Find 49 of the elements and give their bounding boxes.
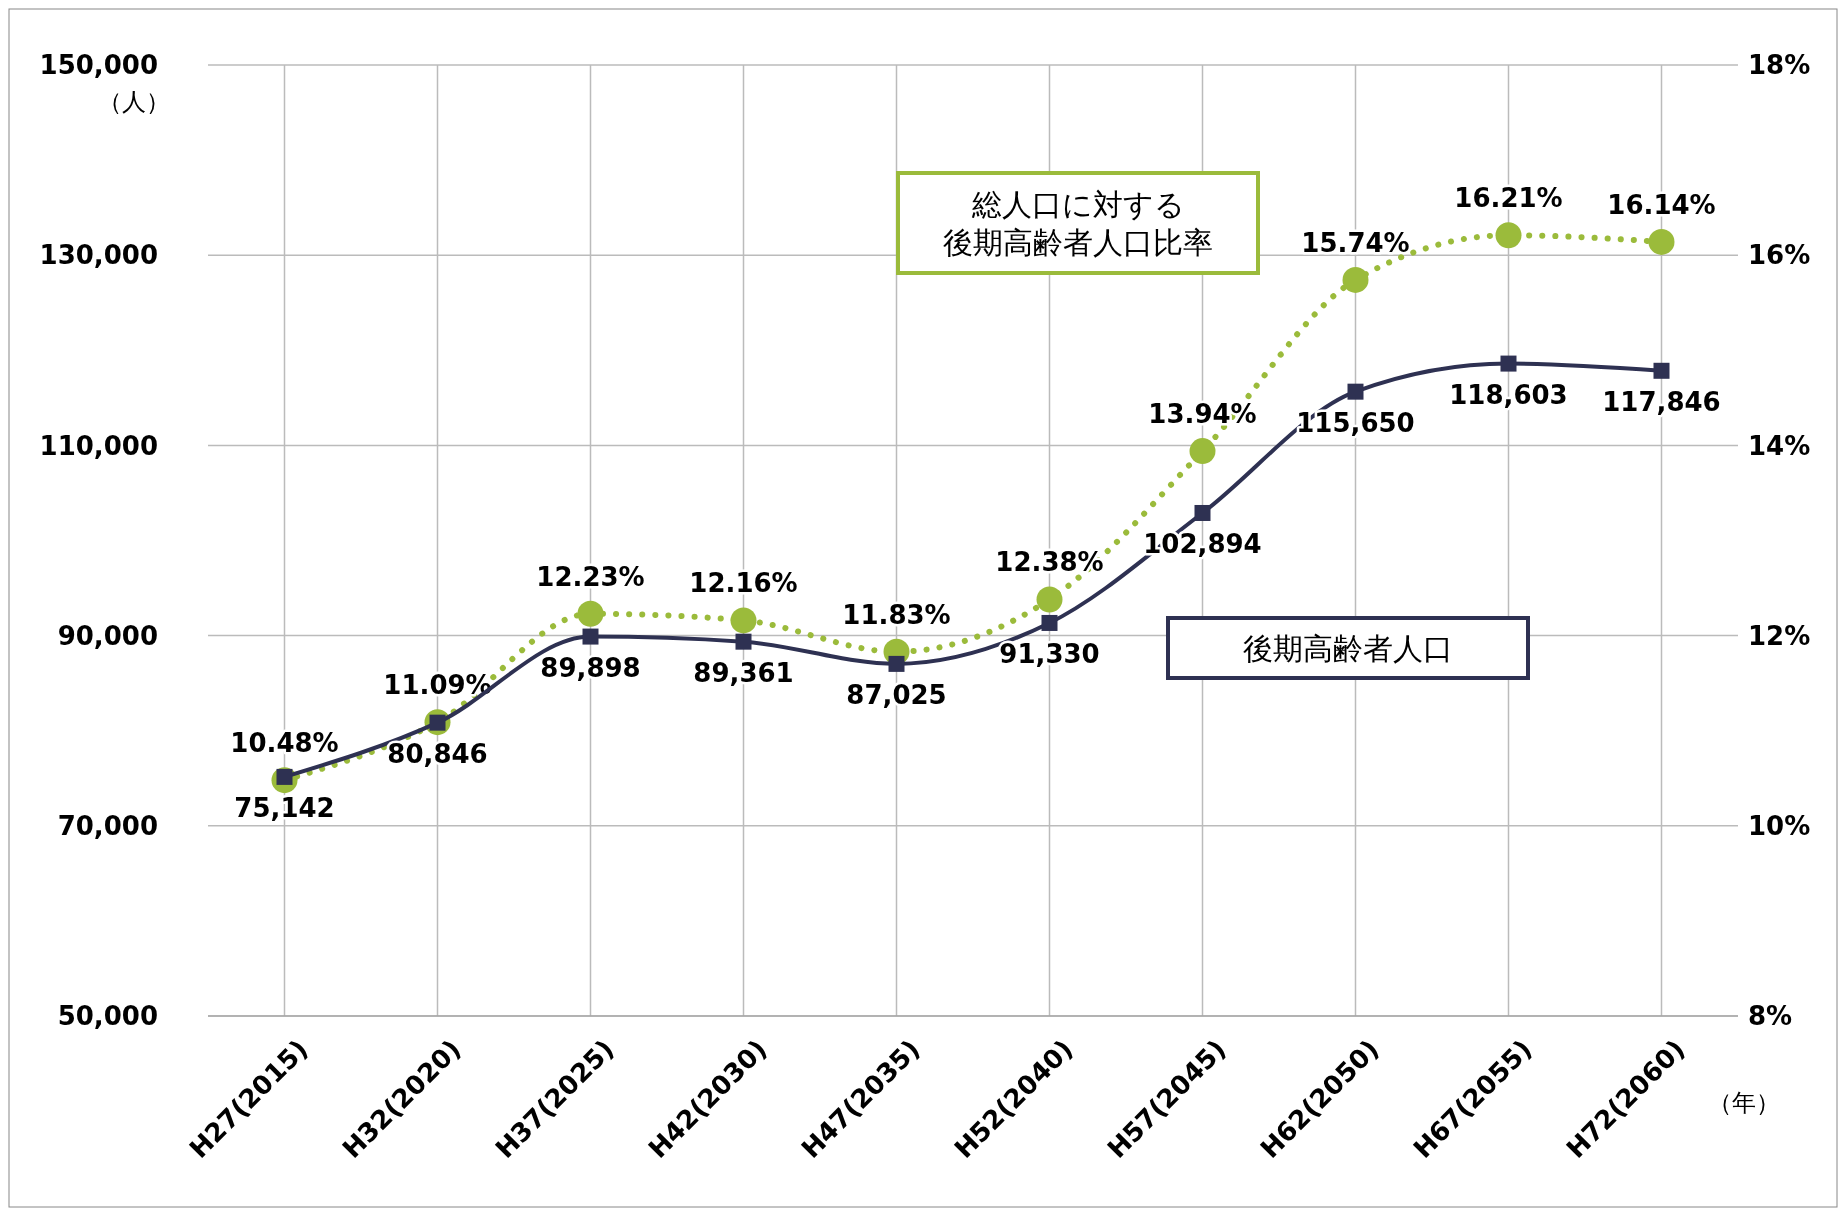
data-label: 12.16% [689,568,798,599]
data-label: 16.14% [1607,189,1716,220]
point [1189,438,1216,465]
data-label: 12.38% [995,547,1104,578]
point [582,628,599,645]
y2-tick-label: 8% [1748,1001,1793,1032]
data-label: 15.74% [1301,227,1410,258]
y-tick-label: 70,000 [57,810,158,841]
point [577,600,604,627]
text: 後期高齢者人口 [1243,630,1453,666]
y-tick-label: 110,000 [39,430,158,461]
point [888,655,905,672]
y-tick-label: 50,000 [57,1001,158,1032]
data-label: 11.83% [842,599,951,630]
data-label: 10.48% [230,728,339,759]
data-label: 118,603 [1449,379,1568,410]
y-tick-label: 90,000 [57,620,158,651]
data-label: 80,846 [387,738,488,769]
point [1495,222,1522,249]
data-label: 13.94% [1148,399,1257,430]
data-label: 16.21% [1454,183,1563,214]
point [1342,266,1369,293]
y2-tick-label: 12% [1748,620,1811,651]
point [1648,228,1675,255]
y2-tick-label: 14% [1748,430,1811,461]
point [1653,362,1670,379]
point [1194,504,1211,521]
y2-tick-label: 18% [1748,50,1811,81]
data-label: 91,330 [999,638,1100,669]
data-label: 11.09% [383,670,492,701]
y-tick-label: 150,000 [39,50,158,81]
point [1347,383,1364,400]
y-tick-label: 130,000 [39,240,158,271]
x-axis-title: （年） [1708,1089,1780,1117]
data-label: 117,846 [1602,386,1721,417]
y-axis-title: （人） [98,88,170,116]
data-label: 89,361 [693,657,794,688]
data-label: 87,025 [846,679,947,710]
y2-tick-label: 10% [1748,810,1811,841]
data-label: 75,142 [234,792,335,823]
point [730,607,757,634]
point [1500,355,1517,372]
point [1036,586,1063,613]
point [735,633,752,650]
y2-tick-label: 16% [1748,240,1811,271]
data-label: 89,898 [540,652,641,683]
point [1041,614,1058,631]
data-label: 12.23% [536,561,645,592]
text: 総人口に対する後期高齢者人口比率 [943,186,1213,260]
